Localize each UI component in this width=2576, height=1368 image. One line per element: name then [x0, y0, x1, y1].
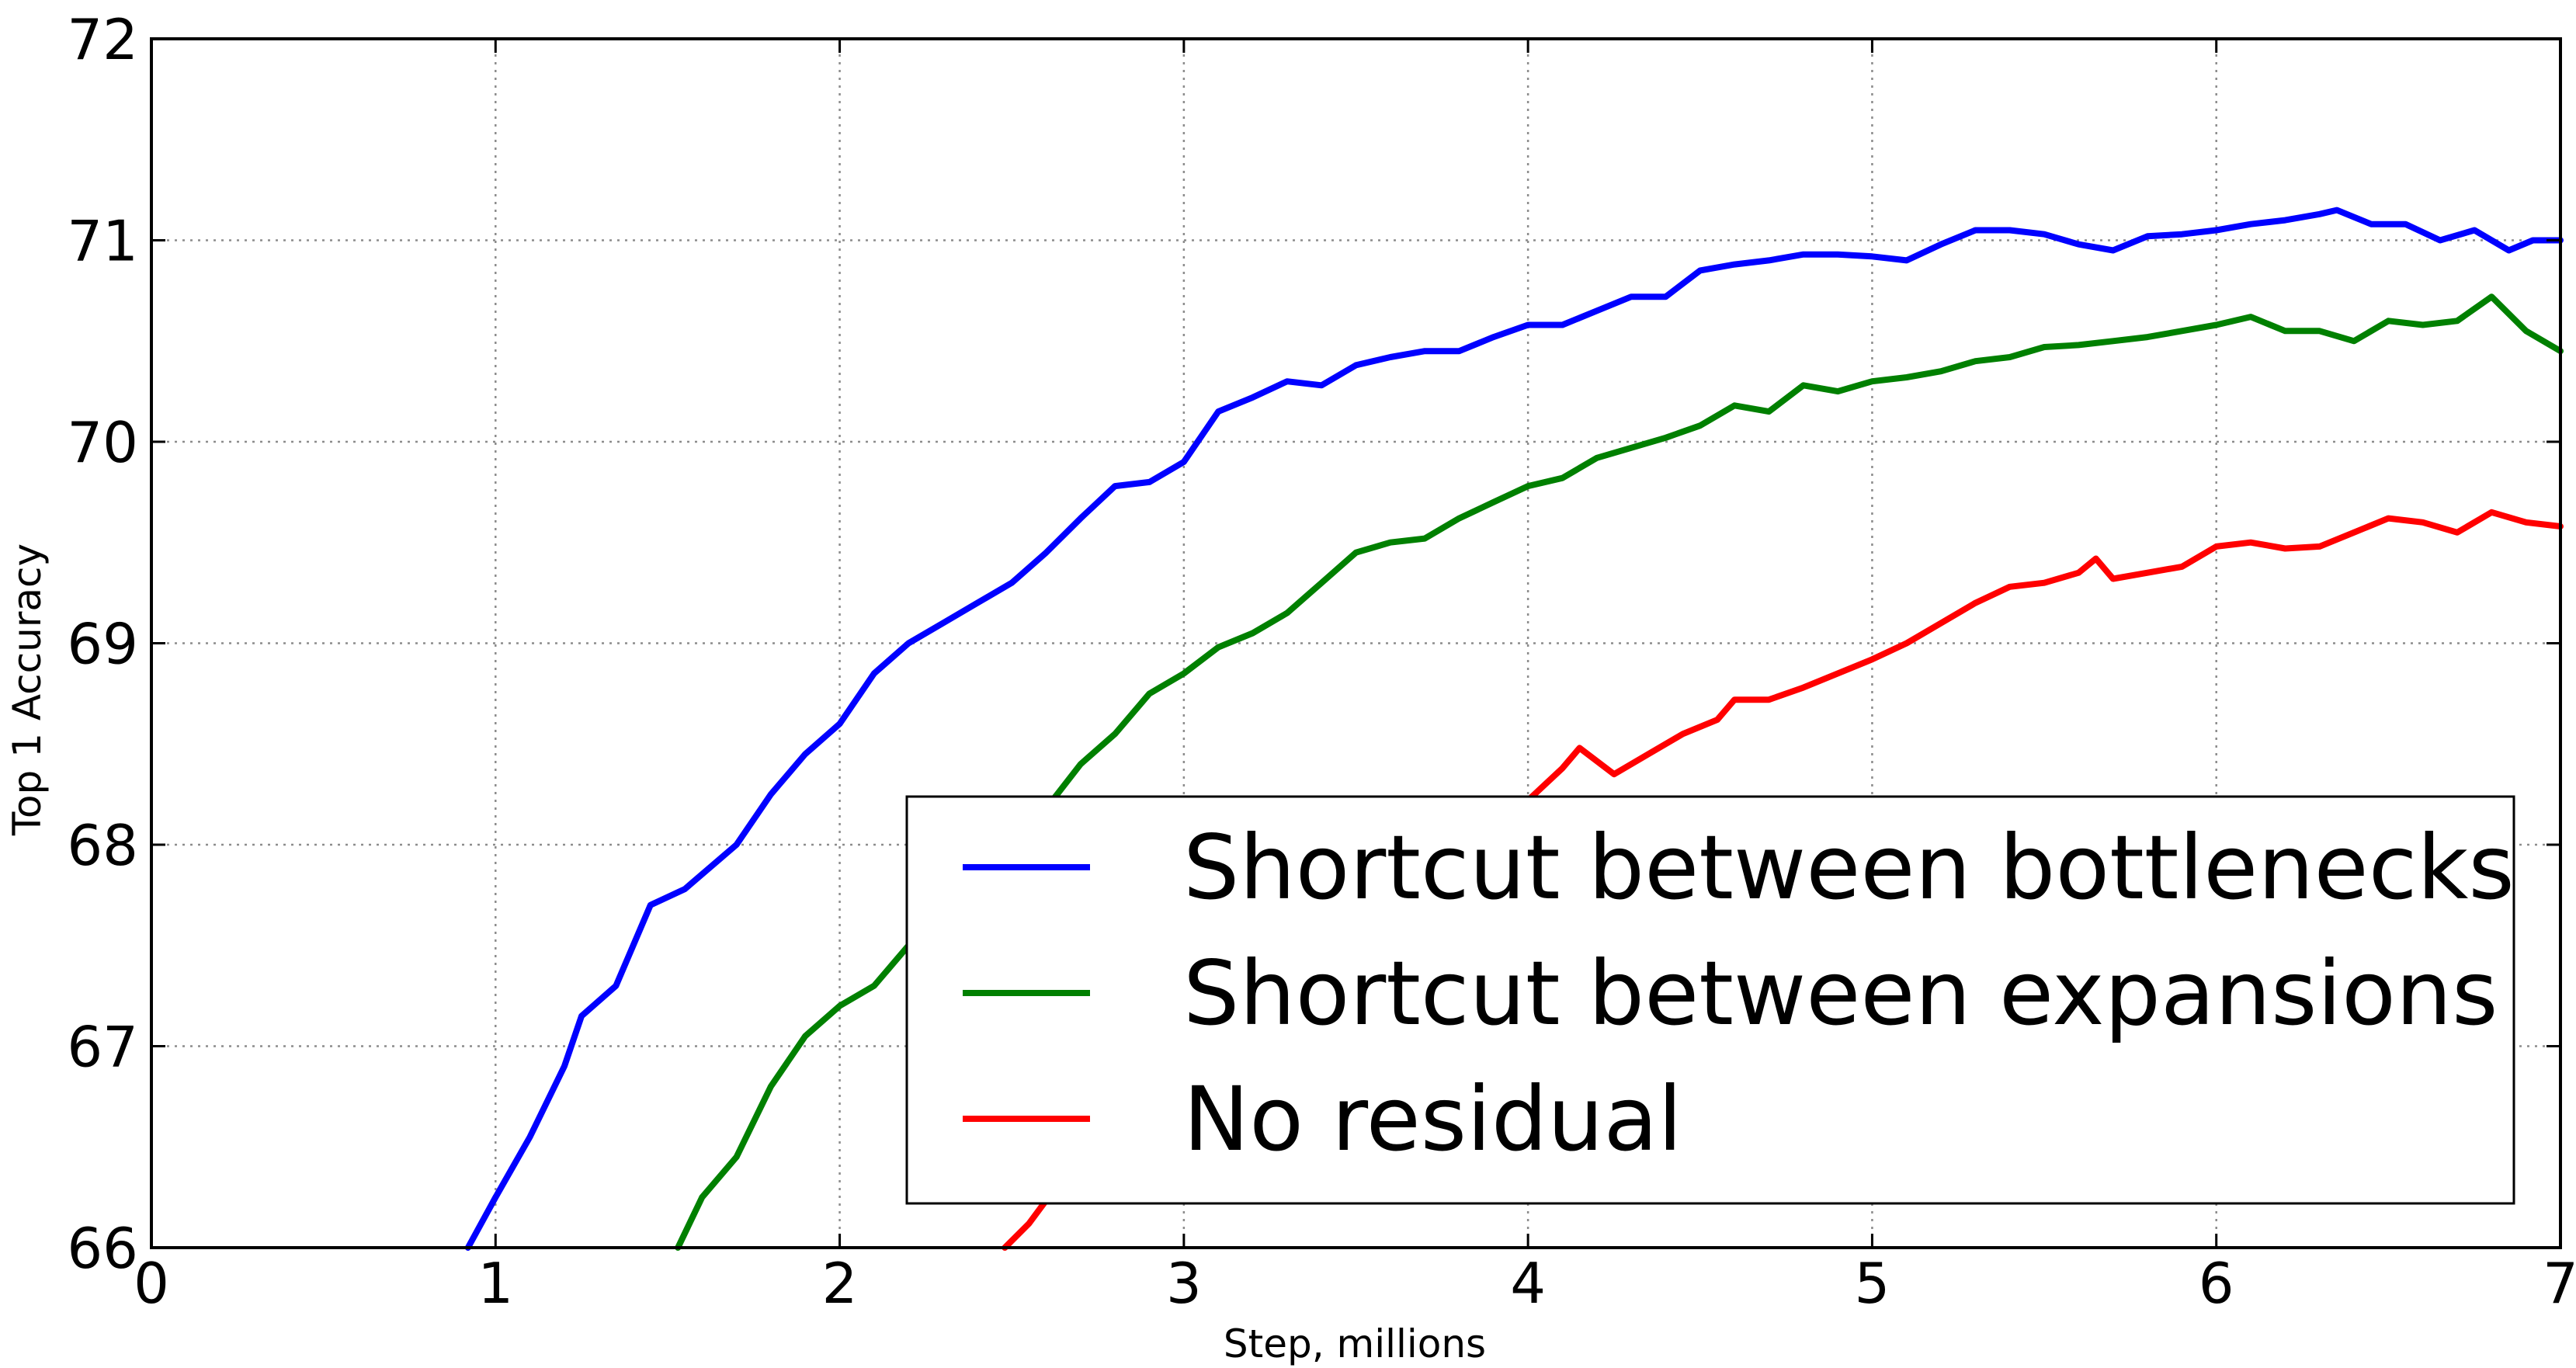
- axis-ticks: [150, 37, 2562, 1249]
- x-tick-label: 3: [1166, 1251, 1202, 1316]
- x-tick-label: 1: [477, 1251, 513, 1316]
- x-tick-label: 5: [1855, 1251, 1890, 1316]
- legend-label-bottlenecks: Shortcut between bottlenecks: [1183, 816, 2515, 919]
- x-tick-label: 6: [2199, 1251, 2234, 1316]
- legend-label-no-residual: No residual: [1183, 1068, 1682, 1171]
- legend: Shortcut between bottlenecks Shortcut be…: [905, 795, 2515, 1205]
- legend-label-expansions: Shortcut between expansions: [1183, 942, 2498, 1045]
- y-tick-label: 71: [67, 209, 138, 274]
- y-tick-label: 68: [67, 813, 138, 878]
- y-axis-title: Top 1 Accuracy: [5, 543, 50, 836]
- x-tick-label: 4: [1510, 1251, 1546, 1316]
- y-tick-label: 72: [67, 7, 138, 72]
- y-tick-label: 67: [67, 1015, 138, 1080]
- series-line-bottlenecks: [464, 207, 2564, 1251]
- y-tick-label: 66: [67, 1216, 138, 1281]
- x-tick-label: 7: [2543, 1251, 2576, 1316]
- x-axis-title: Step, millions: [1224, 1321, 1486, 1366]
- x-tick-label: 2: [822, 1251, 858, 1316]
- y-tick-label: 69: [67, 612, 138, 677]
- legend-box: [905, 795, 2515, 1205]
- y-tick-label: 70: [67, 410, 138, 475]
- x-tick-label: 0: [134, 1251, 169, 1316]
